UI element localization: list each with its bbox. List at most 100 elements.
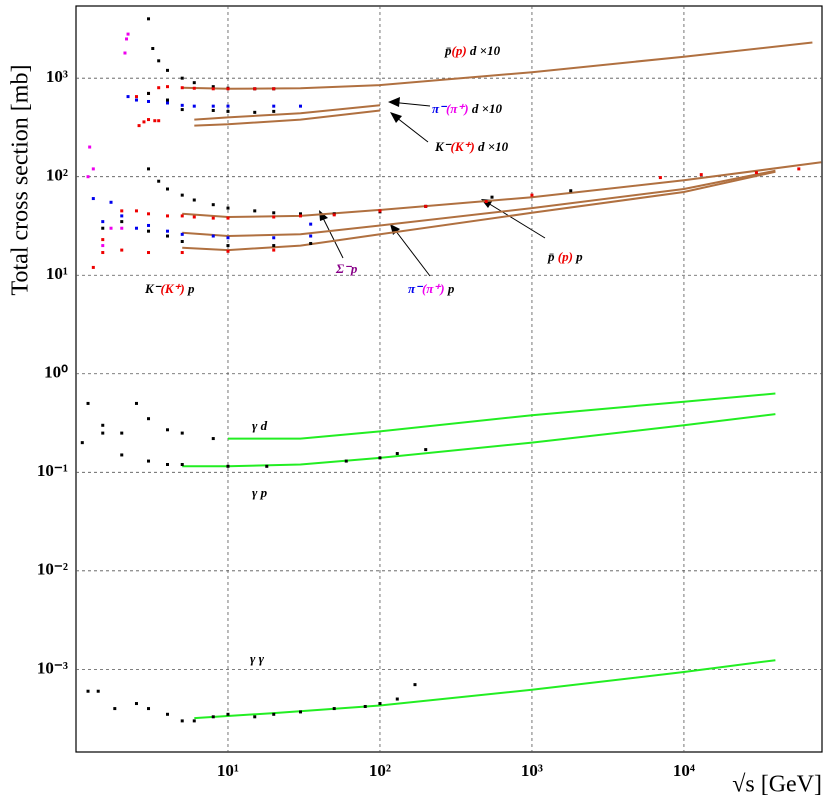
data-point [180,232,184,236]
annotation-part: Σ⁻p [335,261,358,276]
data-point [134,702,138,706]
annotation-part: p [573,249,583,264]
data-point [147,417,151,421]
data-point [134,226,138,230]
annotation-part: (p) [452,43,467,58]
data-point [192,198,196,202]
fit-curve [194,109,381,127]
arrowhead [388,97,400,107]
data-point [151,47,155,51]
y-tick-label: 10⁻² [37,560,68,579]
data-point [192,86,196,90]
data-point [157,119,161,123]
annotation-part: d ×10 [475,139,509,154]
y-tick-label: 10⁻³ [37,658,68,677]
annotation-part: γ γ [250,651,265,666]
data-point [134,401,138,405]
y-tick-label: 10⁻¹ [37,461,68,480]
data-point [272,244,276,248]
x-axis-label: √s [GeV] [732,772,822,798]
data-point [109,226,113,230]
data-point [120,226,124,230]
data-point [192,719,196,723]
plot-frame [75,5,823,753]
data-point [166,68,170,72]
data-point [272,248,276,252]
y-tick-label: 10⁰ [44,363,68,382]
data-point [226,236,230,240]
annotation: γ d [252,418,268,433]
data-point [530,193,534,197]
data-point [797,167,801,171]
data-point [157,59,161,63]
data-point [490,195,494,199]
data-point [226,109,230,113]
data-point [109,200,113,204]
data-point [180,108,184,112]
data-point [253,715,257,719]
data-point [166,229,170,233]
fit-curve [228,392,776,440]
data-point [166,712,170,716]
annotation-part: (K⁺) [161,281,185,296]
data-point [180,462,184,466]
data-point [658,176,662,180]
data-point [378,456,382,460]
annotation: π⁻(π⁺) p [408,281,455,296]
data-point [211,715,215,719]
data-point [147,99,151,103]
data-point [157,86,161,90]
data-point [113,707,117,711]
data-point [157,179,161,183]
fit-curve [182,169,776,238]
annotation-part: d ×10 [467,43,501,58]
data-point [153,119,157,123]
arrows [319,101,546,277]
data-point [88,145,92,149]
data-point [180,251,184,255]
data-point [125,37,129,41]
data-point [134,95,138,99]
data-point [147,118,151,122]
annotation-part: γ p [252,485,268,500]
data-point [192,81,196,85]
data-point [180,76,184,80]
data-point [226,249,230,253]
fit-curve [194,104,381,121]
data-point [272,109,276,113]
data-point [211,108,215,112]
annotation-part: p [445,281,455,296]
annotation: Σ⁻p [335,261,358,276]
arrowheads [319,97,493,235]
x-tick-label: 10¹ [217,761,239,780]
data-point [332,707,336,711]
data-point [101,244,105,248]
data-point [166,462,170,466]
annotation-part: π⁻ [432,101,448,116]
data-point [120,453,124,457]
data-point [180,214,184,218]
arrow [482,199,546,239]
annotation-part: (p) [555,249,573,264]
data-point [166,85,170,89]
data-point [126,95,130,99]
annotation-part: (π⁺) [446,101,469,116]
data-point [147,17,151,21]
data-point [96,689,100,693]
data-point [226,244,230,248]
fit-curve [194,659,776,720]
data-point [123,51,127,55]
data-point [134,98,138,102]
data-point [120,214,124,218]
data-point [272,712,276,716]
data-point [166,234,170,238]
y-tick-label: 10³ [46,67,68,86]
fit-curve [182,170,776,252]
x-tick-label: 10² [369,761,391,780]
y-axis-label: Total cross section [mb] [8,65,34,296]
annotation-part: (K⁺) [451,139,475,154]
x-tick-label: 10³ [521,761,543,780]
data-point [101,431,105,435]
data-point [211,203,215,207]
